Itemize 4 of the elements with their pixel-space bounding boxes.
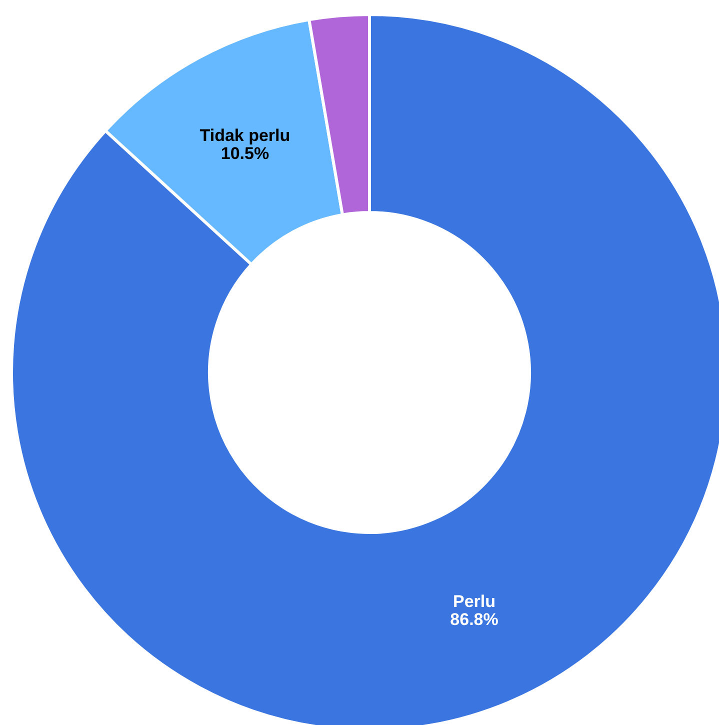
data-label: 86.8% bbox=[450, 610, 498, 629]
slice-label: Tidak perlu bbox=[200, 126, 290, 145]
slice-label: Perlu bbox=[452, 592, 496, 611]
data-label: 10.5% bbox=[220, 144, 270, 163]
